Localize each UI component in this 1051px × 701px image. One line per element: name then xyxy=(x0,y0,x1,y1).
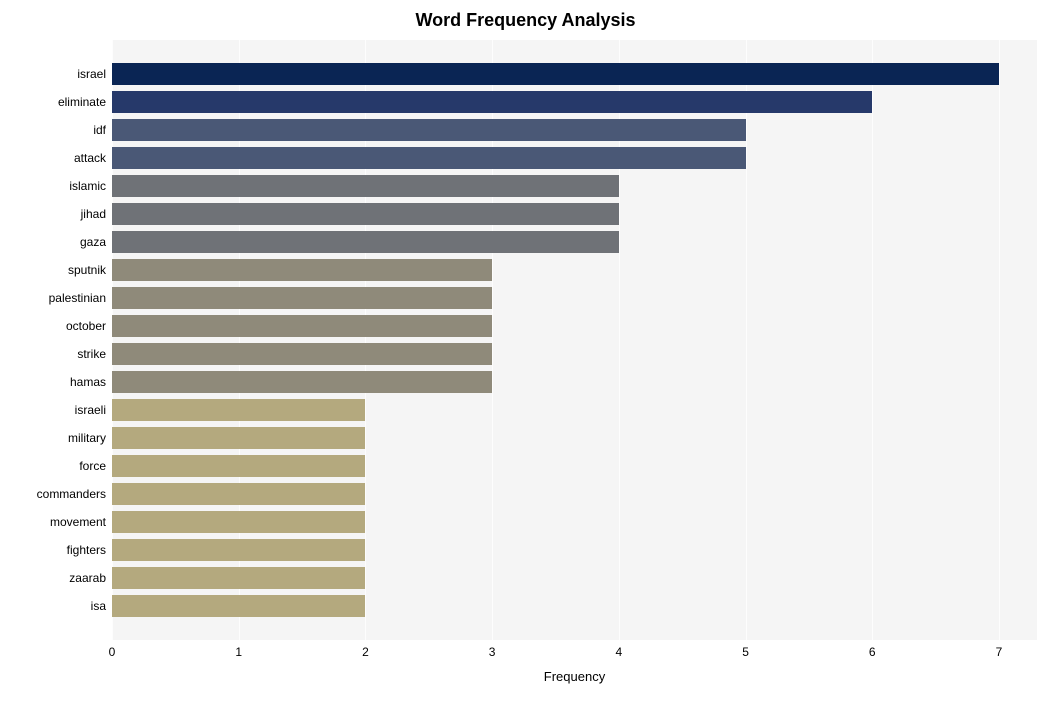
y-tick-label: military xyxy=(68,424,106,452)
x-tick: 4 xyxy=(616,645,623,659)
x-axis-label: Frequency xyxy=(112,669,1037,684)
bar xyxy=(112,203,619,225)
y-tick-label: jihad xyxy=(81,200,106,228)
chart-title: Word Frequency Analysis xyxy=(0,10,1051,31)
bar xyxy=(112,259,492,281)
bar xyxy=(112,567,365,589)
bar xyxy=(112,595,365,617)
x-tick: 0 xyxy=(109,645,116,659)
bar xyxy=(112,455,365,477)
y-tick-label: hamas xyxy=(70,368,106,396)
bar xyxy=(112,511,365,533)
x-tick: 3 xyxy=(489,645,496,659)
y-tick-label: strike xyxy=(77,340,106,368)
x-axis: 0 1 2 3 4 5 6 7 Frequency xyxy=(112,645,1037,685)
y-tick-label: october xyxy=(66,312,106,340)
y-tick-label: isa xyxy=(91,592,106,620)
y-tick-label: attack xyxy=(74,144,106,172)
bars-group xyxy=(112,40,1037,640)
y-tick-label: fighters xyxy=(67,536,106,564)
bar xyxy=(112,147,746,169)
y-tick-label: islamic xyxy=(69,172,106,200)
y-tick-label: gaza xyxy=(80,228,106,256)
x-tick: 1 xyxy=(235,645,242,659)
bar xyxy=(112,427,365,449)
y-tick-label: commanders xyxy=(37,480,106,508)
bar xyxy=(112,483,365,505)
x-tick: 7 xyxy=(996,645,1003,659)
x-tick: 6 xyxy=(869,645,876,659)
y-tick-label: zaarab xyxy=(69,564,106,592)
y-tick-label: sputnik xyxy=(68,256,106,284)
word-frequency-chart: Word Frequency Analysis israeleliminatei… xyxy=(0,0,1051,701)
bar xyxy=(112,371,492,393)
y-axis-labels: israeleliminateidfattackislamicjihadgaza… xyxy=(0,40,106,640)
y-tick-label: israel xyxy=(77,60,106,88)
y-tick-label: palestinian xyxy=(49,284,106,312)
bar xyxy=(112,539,365,561)
x-tick: 5 xyxy=(742,645,749,659)
bar xyxy=(112,315,492,337)
y-tick-label: eliminate xyxy=(58,88,106,116)
x-tick: 2 xyxy=(362,645,369,659)
bar xyxy=(112,91,872,113)
bar xyxy=(112,399,365,421)
y-tick-label: israeli xyxy=(75,396,106,424)
y-tick-label: force xyxy=(79,452,106,480)
bar xyxy=(112,119,746,141)
y-tick-label: idf xyxy=(93,116,106,144)
plot-area xyxy=(112,40,1037,640)
bar xyxy=(112,63,999,85)
bar xyxy=(112,343,492,365)
bar xyxy=(112,287,492,309)
bar xyxy=(112,175,619,197)
bar xyxy=(112,231,619,253)
y-tick-label: movement xyxy=(50,508,106,536)
